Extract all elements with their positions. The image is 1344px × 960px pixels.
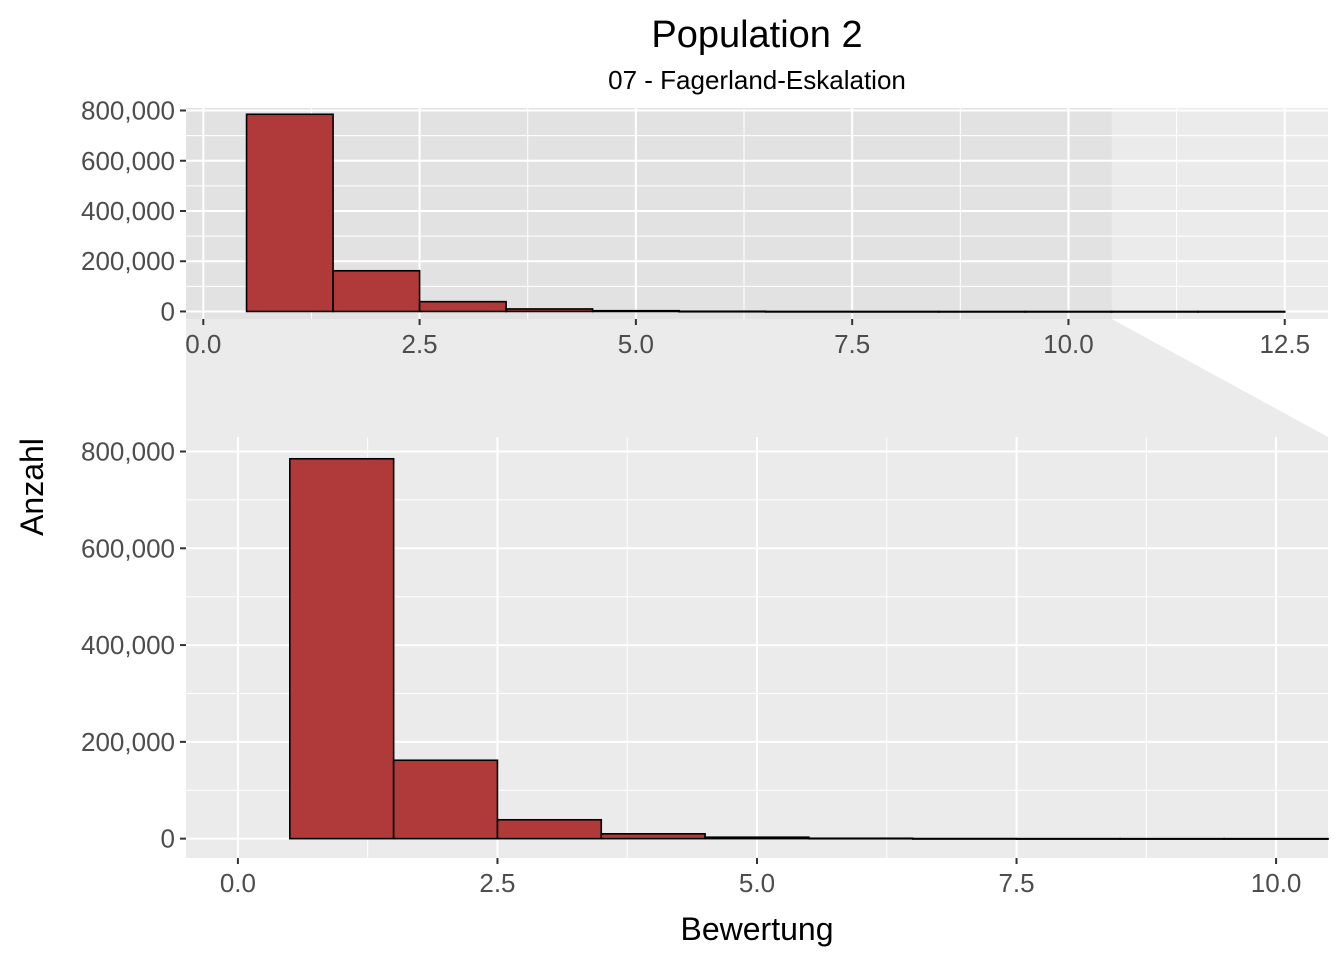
histogram-bar: [1119, 837, 1225, 840]
y-axis-title: Anzahl: [14, 438, 50, 536]
histogram-bar: [418, 300, 507, 313]
histogram-bar: [937, 310, 1026, 313]
chart-subtitle: 07 - Fagerland-Eskalation: [608, 65, 906, 95]
histogram-bar: [911, 837, 1018, 840]
x-tick-label: 12.5: [1259, 329, 1310, 359]
zoom-connector: [186, 319, 1328, 437]
histogram-bar: [505, 308, 594, 313]
x-tick-label: 5.0: [618, 329, 654, 359]
x-tick-label: 2.5: [479, 868, 515, 898]
histogram-bar: [245, 113, 334, 313]
histogram-bar: [1223, 837, 1329, 840]
x-tick-label: 7.5: [834, 329, 870, 359]
y-tick-label: 200,000: [81, 246, 175, 276]
y-tick-label: 800,000: [81, 437, 175, 467]
y-tick-label: 0: [161, 296, 175, 326]
x-tick-label: 2.5: [402, 329, 438, 359]
chart-title: Population 2: [651, 14, 862, 56]
overview-bars: [245, 113, 1286, 313]
overview-x-axis: 0.0 2.5 5.0 7.5 10.0 12.5: [185, 319, 1310, 359]
y-tick-label: 200,000: [81, 727, 175, 757]
histogram-bar: [764, 310, 853, 313]
histogram-bar: [392, 759, 499, 840]
histogram-bar: [600, 833, 706, 840]
histogram-bar: [1110, 310, 1200, 313]
histogram-bar: [1015, 837, 1122, 840]
histogram-bar: [678, 310, 767, 313]
x-tick-label: 5.0: [739, 868, 775, 898]
zoom-y-axis: 0 200,000 400,000 600,000 800,000: [81, 437, 186, 854]
x-tick-label: 7.5: [998, 868, 1034, 898]
y-tick-label: 0: [161, 824, 175, 854]
y-tick-label: 400,000: [81, 196, 175, 226]
histogram-bar: [332, 269, 421, 313]
x-tick-label: 10.0: [1043, 329, 1094, 359]
histogram-bar: [496, 818, 603, 840]
y-tick-label: 400,000: [81, 630, 175, 660]
y-tick-label: 600,000: [81, 146, 175, 176]
x-axis-title: Bewertung: [681, 911, 834, 947]
histogram-bar: [289, 457, 395, 840]
x-tick-label: 10.0: [1251, 868, 1302, 898]
zoom-x-axis: 0.0 2.5 5.0 7.5 10.0: [220, 858, 1302, 898]
histogram-bar: [704, 836, 810, 840]
histogram-bar: [591, 309, 680, 313]
overview-y-axis: 0 200,000 400,000 600,000 800,000: [81, 96, 186, 326]
y-tick-label: 600,000: [81, 533, 175, 563]
histogram-bar: [851, 310, 940, 313]
x-tick-label: 0.0: [185, 329, 221, 359]
histogram-bar: [808, 837, 914, 840]
histogram-bar: [1024, 310, 1113, 313]
histogram-bar: [1197, 310, 1286, 313]
y-tick-label: 800,000: [81, 96, 175, 126]
zoom-bars: [289, 457, 1329, 840]
x-tick-label: 0.0: [220, 868, 256, 898]
